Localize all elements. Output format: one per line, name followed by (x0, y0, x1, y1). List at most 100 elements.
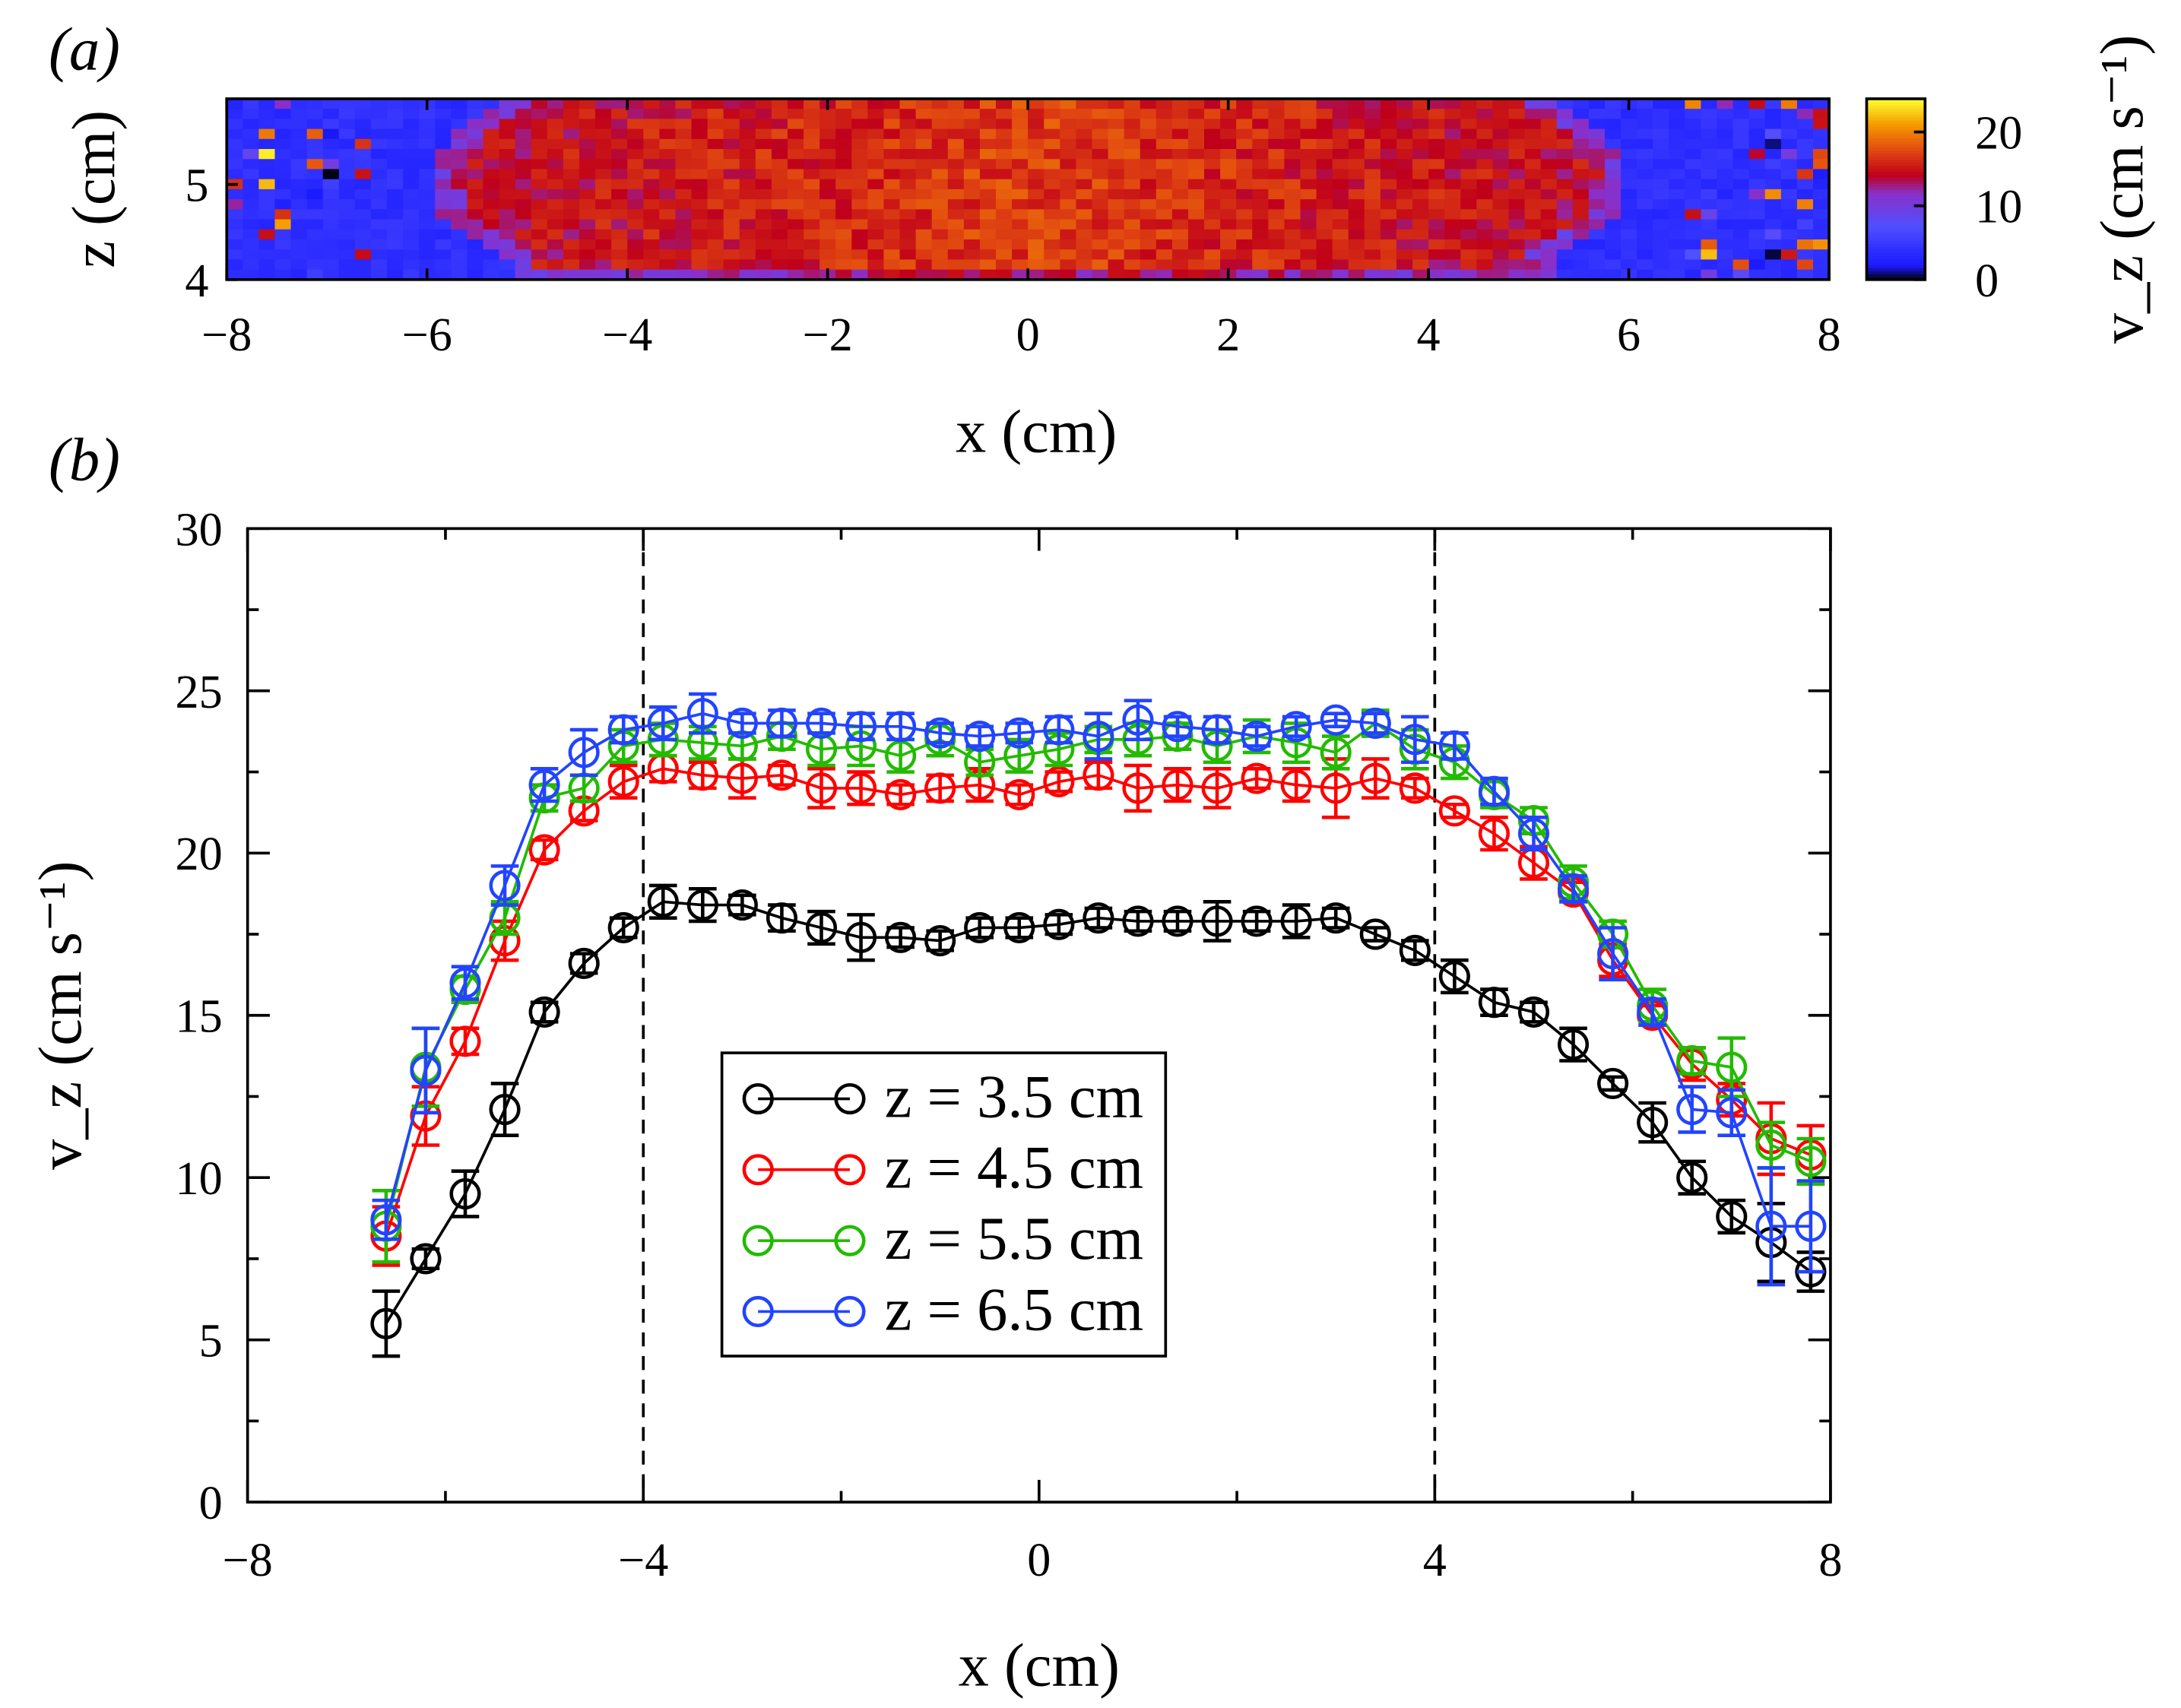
heatmap-cell (1171, 229, 1189, 240)
heatmap-cell (1444, 109, 1462, 120)
heatmap-cell (1717, 209, 1734, 220)
heatmap-cell (1764, 128, 1782, 140)
heatmap-cell (515, 219, 532, 230)
heatmap-cell (1508, 219, 1526, 230)
heatmap-cell (723, 109, 740, 120)
heatmap-cell (1460, 219, 1478, 230)
heatmap-cell (1348, 219, 1365, 230)
heatmap-cell (1028, 149, 1045, 160)
heatmap-cell (1524, 199, 1542, 211)
heatmap-cell (643, 189, 661, 200)
colorbar-segment (1866, 180, 1926, 184)
heatmap-cell (1669, 269, 1686, 280)
heatmap-cell (1044, 239, 1061, 250)
heatmap-cell (1140, 199, 1157, 211)
data-point (726, 889, 758, 921)
heatmap-cell (851, 189, 869, 200)
heatmap-cell (1492, 239, 1510, 250)
colorbar-segment (1866, 153, 1926, 157)
heatmap-cell (1444, 189, 1462, 200)
heatmap-cell (1621, 209, 1637, 220)
heatmap-cell (1572, 98, 1590, 109)
heatmap-cell (531, 138, 548, 150)
colorbar-segment (1866, 128, 1926, 133)
heatmap-cell (467, 249, 484, 261)
heatmap-cell (915, 239, 933, 250)
heatmap-cell (1748, 179, 1766, 190)
heatmap-cell (451, 169, 468, 180)
heatmap-cell (1012, 159, 1029, 170)
heatmap-cell (1492, 119, 1510, 130)
heatmap-cell (1171, 209, 1189, 220)
heatmap-cell (1556, 269, 1574, 280)
heatmap-cell (1813, 179, 1830, 190)
colorbar-segment (1866, 255, 1926, 259)
heatmap-cell (419, 209, 436, 220)
heatmap-cell (1764, 259, 1782, 271)
heatmap-cell (467, 109, 484, 120)
colorbar-segment (1866, 237, 1926, 242)
heatmap-cell (547, 199, 564, 211)
heatmap-cell (1396, 229, 1413, 240)
heatmap-cell (931, 159, 949, 170)
heatmap-cell (1316, 179, 1333, 190)
series-35 (370, 883, 1827, 1358)
heatmap-cell (1155, 259, 1173, 271)
heatmap-cell (1155, 169, 1173, 180)
heatmap-cell (1604, 109, 1621, 120)
heatmap-cell (1332, 128, 1349, 140)
heatmap-cell (1332, 138, 1349, 150)
y-tick-label: 0 (199, 1478, 223, 1529)
heatmap-cell (1604, 138, 1621, 150)
heatmap-cell (322, 269, 340, 280)
heatmap-cell (1653, 179, 1670, 190)
heatmap-cell (1524, 159, 1542, 170)
heatmap-cell (1204, 219, 1221, 230)
heatmap-cell (419, 259, 436, 271)
heatmap-cell (851, 239, 869, 250)
colorbar-segment (1866, 243, 1926, 248)
heatmap-cell (1796, 138, 1814, 150)
heatmap-cell (451, 179, 468, 190)
heatmap-cell (419, 249, 436, 261)
heatmap-cell (1492, 179, 1510, 190)
heatmap-cell (1236, 249, 1253, 261)
heatmap-cell (835, 98, 853, 109)
heatmap-cell (1653, 199, 1670, 211)
heatmap-cell (1412, 199, 1429, 211)
heatmap-cell (338, 239, 356, 250)
heatmap-cell (579, 269, 596, 280)
heatmap-cell (659, 219, 677, 230)
heatmap-cell (1780, 138, 1798, 150)
heatmap-cell (899, 98, 917, 109)
heatmap-cell (1076, 149, 1093, 160)
heatmap-cell (1155, 109, 1173, 120)
heatmap-cell (1572, 229, 1590, 240)
heatmap-cell (883, 119, 901, 130)
heatmap-cell (1764, 189, 1782, 200)
heatmap-cell (1492, 229, 1510, 240)
heatmap-cell (883, 219, 901, 230)
heatmap-cell (1669, 179, 1686, 190)
heatmap-cell (1076, 249, 1093, 261)
heatmap-cell (467, 179, 484, 190)
heatmap-cell (243, 119, 260, 130)
heatmap-cell (1476, 219, 1494, 230)
heatmap-cell (627, 149, 645, 160)
heatmap-cell (306, 119, 324, 130)
heatmap-cell (1460, 128, 1478, 140)
heatmap-cell (1637, 269, 1653, 280)
heatmap-cell (387, 109, 404, 120)
heatmap-cell (1268, 219, 1285, 230)
heatmap-cell (1380, 109, 1397, 120)
heatmap-cell (643, 249, 661, 261)
heatmap-cell (755, 159, 772, 170)
heatmap-cell (996, 269, 1013, 280)
heatmap-cell (1284, 138, 1301, 150)
heatmap-cell (835, 159, 853, 170)
heatmap-cell (804, 128, 820, 140)
heatmap-cell (723, 159, 740, 170)
heatmap-cell (451, 159, 468, 170)
heatmap-cell (707, 199, 724, 211)
heatmap-cell (1492, 109, 1510, 120)
